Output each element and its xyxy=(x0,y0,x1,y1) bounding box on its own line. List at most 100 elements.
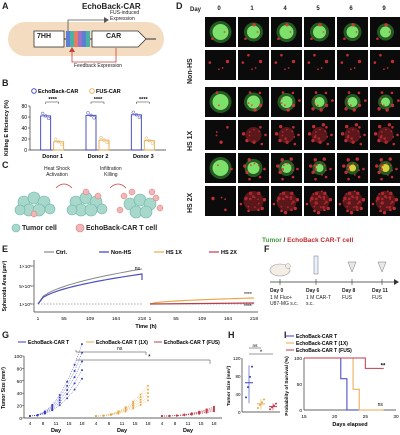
g-ytick: 0 xyxy=(19,416,22,422)
h-sig: * xyxy=(260,350,263,356)
i-ns: ns xyxy=(378,402,384,408)
i-ylabel: Probability of Survival (%) xyxy=(284,356,290,416)
i-xtick: 20 xyxy=(332,414,338,420)
timeline-day: Day 8 xyxy=(342,288,356,294)
b-xtick: Donor 1 xyxy=(42,154,63,158)
car-t-image xyxy=(370,186,400,216)
i-legend-label: EchoBack-CAR T (1X) xyxy=(296,341,348,347)
i-ytick: 50 xyxy=(297,382,303,388)
killing-efficiency-chart: 0 20 40 60 80 Killing E fficiency (%) EchoBack… xyxy=(4,88,166,158)
g-xtick: 4 xyxy=(29,421,32,426)
i-xtick: 30 xyxy=(393,414,399,420)
legend-car-t-cell: EchoBack-CAR T cell xyxy=(86,225,158,232)
car-t-image xyxy=(370,50,400,80)
merged-image xyxy=(238,87,269,117)
h-ytick: 80 xyxy=(235,374,241,379)
b-point xyxy=(54,137,58,141)
b-point xyxy=(134,113,138,117)
car-t-image xyxy=(304,186,335,216)
car-t-image xyxy=(238,120,269,150)
timeline-desc: 1 M CAR-T s.c. xyxy=(306,295,331,307)
merged-image xyxy=(304,153,335,183)
g-point xyxy=(205,408,208,411)
b-bar xyxy=(98,139,110,151)
b-point xyxy=(47,116,51,121)
b-xtick: Donor 2 xyxy=(88,154,109,158)
b-sig: **** xyxy=(139,97,148,103)
g-xtick: 15 xyxy=(66,421,72,426)
i-legend-label: EchoBack-CAR T xyxy=(296,334,337,340)
g-line xyxy=(95,385,149,417)
car-t-image xyxy=(337,120,368,150)
g-legend-label: EchoBack-CAR T (FUS) xyxy=(164,340,220,346)
e-legend-label: Ctrl. xyxy=(56,250,67,256)
merged-image xyxy=(337,87,368,117)
e-sig: **** xyxy=(244,292,252,298)
e-legend-label: HS 2X xyxy=(221,250,237,256)
e-xtick: 1 xyxy=(37,316,40,322)
b-bar xyxy=(143,140,155,151)
row-label-hs-2x: HS 2X xyxy=(187,192,194,213)
syringe-icon xyxy=(313,255,319,275)
i-survival-line xyxy=(304,357,384,369)
day-label: 0 xyxy=(217,6,221,12)
b-point xyxy=(92,116,96,120)
i-survival-line xyxy=(304,357,384,411)
b-point xyxy=(137,115,141,119)
h-ytick: 120 xyxy=(233,356,241,361)
row-label-hs-1x: HS 1X xyxy=(187,130,194,151)
spheroid-area-chart: 1×10⁶ 5×10⁵ 1×10⁵ Spheroids Area (μm²) Time … xyxy=(2,250,258,330)
car-t-image xyxy=(304,120,335,150)
b-sig: **** xyxy=(48,97,57,103)
g-legend-label: EchoBack-CAR T xyxy=(28,340,69,346)
b-bar xyxy=(40,115,52,151)
day-label: 6 xyxy=(349,6,353,12)
b-xtick: Donor 3 xyxy=(133,154,154,158)
i-sig: ** xyxy=(381,363,386,369)
g-point xyxy=(58,394,61,397)
car-gene-label: CAR xyxy=(106,33,122,40)
merged-image xyxy=(205,17,236,47)
i-ytick: 100 xyxy=(294,356,302,362)
car-t-image xyxy=(337,50,368,80)
merged-image xyxy=(271,87,302,117)
merged-image xyxy=(370,153,400,183)
e-xtick: 55 xyxy=(173,316,179,322)
g-xtick: 11 xyxy=(120,421,125,426)
infiltration-step-label: Infiltration Killing xyxy=(100,166,122,178)
h-point xyxy=(273,404,275,407)
panel-a-title: EchoBack-CAR xyxy=(82,2,141,11)
car-t-image xyxy=(271,50,302,80)
g-xtick: 4 xyxy=(161,421,164,426)
promoter-label: 7HH xyxy=(37,33,52,40)
h-point xyxy=(245,396,247,399)
g-point xyxy=(73,363,76,366)
i-survival-line xyxy=(304,357,384,411)
b-point xyxy=(147,139,151,143)
merged-image xyxy=(304,87,335,117)
caption-separator: / xyxy=(281,237,288,244)
g-xtick: 18 xyxy=(79,421,85,426)
g-xtick: 15 xyxy=(198,421,204,426)
g-point xyxy=(81,343,83,346)
b-point xyxy=(131,110,135,114)
caption-car-t: EchoBack CAR-T cell xyxy=(287,237,354,244)
g-ytick: 20 xyxy=(17,404,23,410)
panel-e-label: E xyxy=(2,244,9,254)
car-t-image xyxy=(238,50,269,80)
car-t-image xyxy=(238,186,269,216)
g-xtick: 18 xyxy=(211,421,217,426)
g-line xyxy=(29,378,83,417)
mouse-icon xyxy=(269,263,291,277)
e-xtick: 218 xyxy=(138,316,146,322)
g-xlabel: Day xyxy=(117,428,128,434)
g-xtick: 15 xyxy=(132,421,138,426)
i-xtick: 15 xyxy=(301,414,307,420)
timeline-desc: 1 M Fluc+ U87-MG s.c. xyxy=(270,295,299,307)
b-legend-label: FUS-CAR xyxy=(96,89,121,95)
panel-b-label: B xyxy=(2,78,9,88)
panel-f-label: F xyxy=(264,244,270,254)
g-point xyxy=(147,384,149,387)
b-ytick: 20 xyxy=(21,137,27,143)
